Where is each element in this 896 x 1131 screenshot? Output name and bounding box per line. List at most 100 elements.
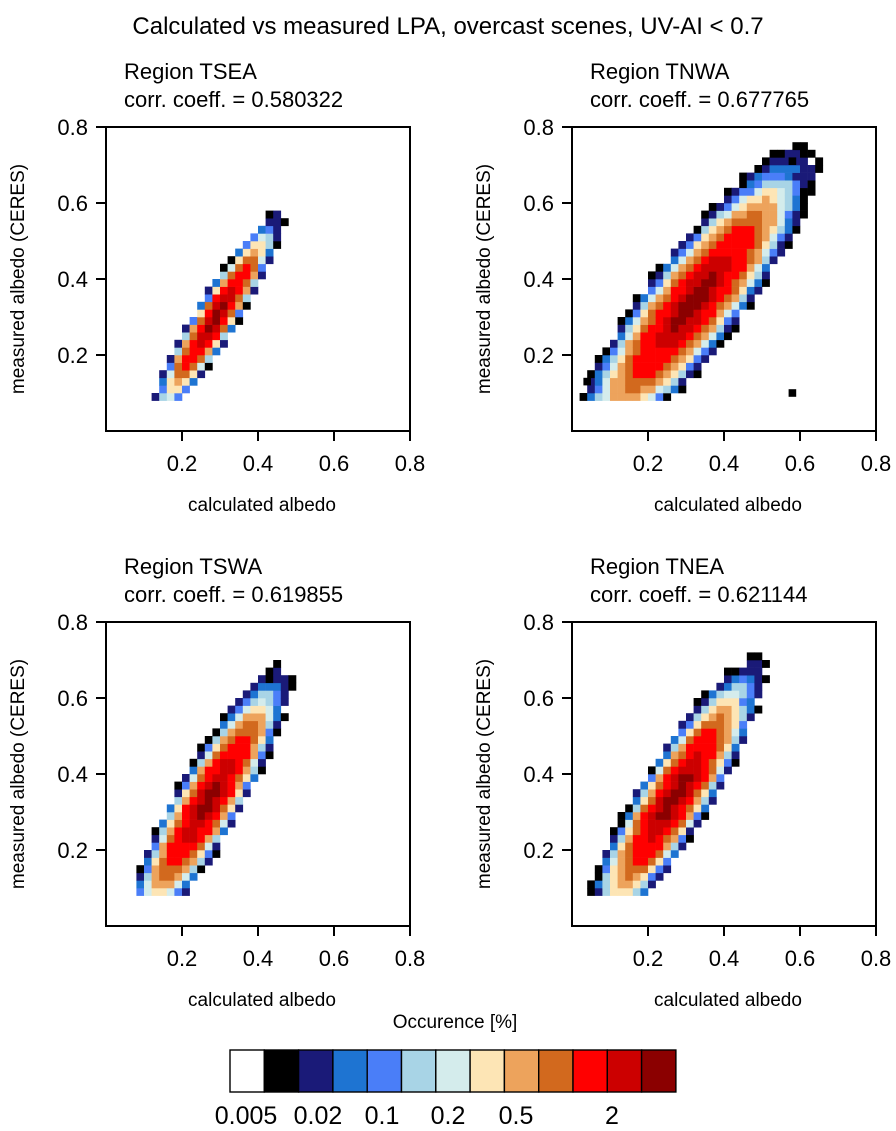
heatmap-cell [212,736,221,744]
heatmap-cell [204,301,213,310]
heatmap-cell [746,248,755,257]
panel-title: Region TNWA [590,59,730,84]
heatmap-cell [724,751,732,760]
x-tick-label: 0.4 [709,946,740,971]
panel-subtitle: corr. coeff. = 0.619855 [124,582,343,607]
heatmap-cell [648,880,656,889]
heatmap-cell [701,339,710,348]
heatmap-cell [701,317,710,325]
heatmap-cell [708,728,717,737]
heatmap-cell [769,256,778,265]
heatmap-cell [594,377,603,386]
heatmap-cell [655,279,664,287]
heatmap-cell [602,370,611,379]
heatmap-cell [716,203,725,211]
heatmap-cell [166,857,175,866]
heatmap-cell [762,172,770,181]
heatmap-cell [708,781,717,790]
heatmap-cell [769,195,778,204]
heatmap-cell [777,218,786,227]
heatmap-cell [227,789,236,798]
heatmap-cell [693,713,702,722]
heatmap-cell [273,728,282,737]
heatmap-cell [686,834,694,843]
heatmap-cell [617,850,626,858]
heatmap-cell [258,758,266,767]
heatmap-cell [258,713,266,722]
heatmap-cell [746,172,755,181]
y-tick-label: 0.4 [57,267,88,292]
heatmap-cell [663,271,672,280]
heatmap-cell [632,377,641,386]
heatmap-cell [686,796,694,805]
heatmap-cell [800,165,808,173]
x-axis-label: calculated albedo [654,495,802,516]
y-tick-label: 0.4 [523,267,554,292]
heatmap-cell [204,758,213,767]
heatmap-cell [800,157,808,166]
heatmap-cell [632,385,641,394]
heatmap-cell [800,142,808,151]
heatmap-cell [273,225,282,234]
heatmap-cell [678,370,687,379]
heatmap-cell [159,880,168,889]
heatmap-cell [182,819,190,828]
heatmap-cell [197,827,206,836]
heatmap-cell [632,324,641,333]
heatmap-cell [220,317,228,325]
heatmap-cell [746,713,755,722]
heatmap-cell [739,736,748,744]
heatmap-cell [250,263,259,272]
heatmap-cell [258,263,266,272]
heatmap-cell [174,339,183,348]
heatmap-cell [739,172,748,181]
heatmap-cell [686,324,694,333]
heatmap-cell [663,332,672,341]
heatmap-cell [663,339,672,348]
heatmap-cell [762,660,770,668]
heatmap-cell [212,751,221,760]
heatmap-cell [242,256,251,265]
heatmap-cell [663,294,672,303]
heatmap-cell [288,682,297,691]
heatmap-cell [174,819,183,828]
heatmap-cell [220,728,228,737]
heatmap-cell [227,812,236,820]
heatmap-cell [701,324,710,333]
heatmap-cell [189,355,198,363]
heatmap-cell [182,842,190,851]
heatmap-cell [189,850,198,858]
heatmap-cell [701,690,710,699]
heatmap-cell [655,827,664,836]
heatmap-cell [716,218,725,227]
heatmap-cell [708,324,717,333]
heatmap-cell [625,385,634,394]
heatmap-cell [197,865,206,874]
heatmap-cell [769,187,778,196]
heatmap-cell [731,675,740,684]
heatmap-cell [640,362,649,371]
heatmap-cell [235,317,244,325]
heatmap-cell [663,385,672,394]
heatmap-cell [648,294,656,303]
heatmap-cell [655,819,664,828]
y-axis-label: measured albedo (CERES) [8,659,29,889]
heatmap-cell [174,842,183,851]
heatmap-cell [663,393,672,401]
heatmap-cell [686,789,694,798]
heatmap-cell [708,256,717,265]
heatmap-cell [166,370,175,379]
heatmap-cell [204,789,213,798]
heatmap-cell [693,225,702,234]
heatmap-cell [182,347,190,356]
heatmap-cell [754,286,763,295]
heatmap-cell [151,850,160,858]
heatmap-cell [648,385,656,394]
heatmap-cell [678,827,687,836]
heatmap-cell [701,789,710,798]
heatmap-cell [617,872,626,881]
heatmap-cell [686,233,694,242]
heatmap-cell [746,667,755,676]
panel-title: Region TSWA [124,554,262,579]
heatmap-cell [701,812,710,820]
